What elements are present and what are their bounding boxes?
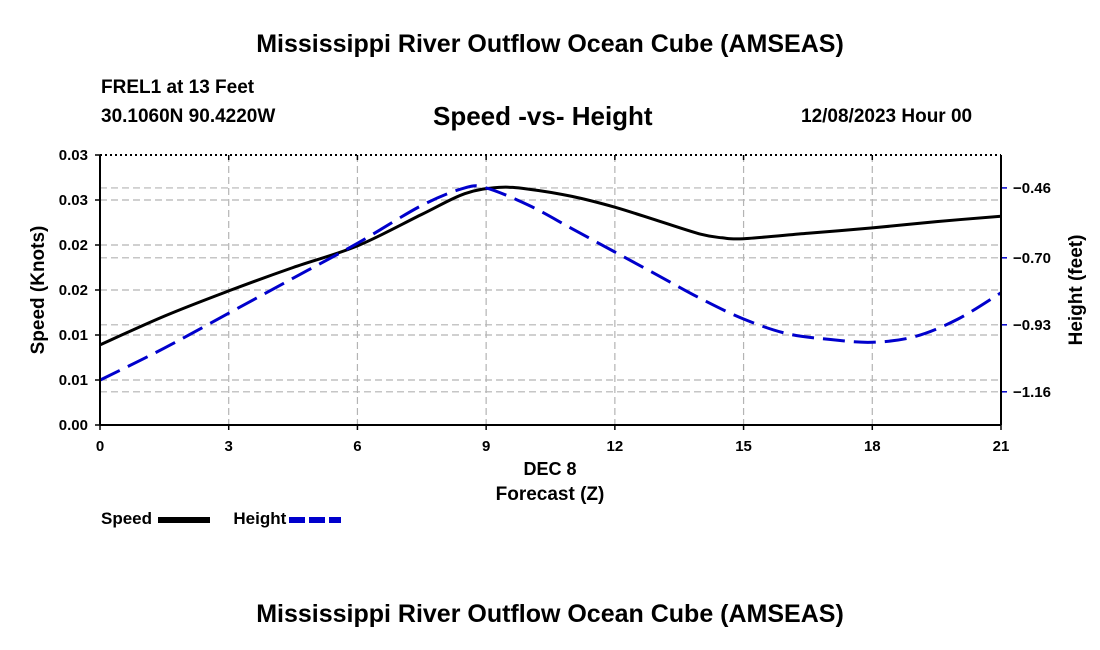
grid	[100, 155, 1001, 425]
series-line-height	[99, 184, 1002, 382]
x-tick-label: 6	[353, 438, 361, 455]
footer-title: Mississippi River Outflow Ocean Cube (AM…	[256, 600, 844, 628]
y2-tick-label: −0.46	[1013, 180, 1051, 197]
x-axis-date-label: DEC 8	[523, 459, 576, 479]
legend: Speed Height	[101, 509, 343, 529]
speed-height-chart: 0 3 6 9 12 15 18 21 0.00 0.01 0.01 0.02 0.02 0.03 0.03…	[28, 147, 1087, 505]
y2-tick-label: −0.70	[1013, 250, 1051, 267]
legend-speed-swatch	[158, 516, 211, 523]
station-coordinates: 30.1060N 90.4220W	[101, 106, 276, 127]
y-tick-label: 0.01	[59, 327, 88, 344]
y-tick-label: 0.03	[59, 147, 88, 164]
axes: 0 3 6 9 12 15 18 21 0.00 0.01 0.01 0.02 0.02 0.03 0.03…	[59, 147, 1051, 455]
y-axis-title: Speed (Knots)	[28, 226, 49, 355]
chart-title: Speed -vs- Height	[433, 101, 653, 131]
y-tick-label: 0.03	[59, 192, 88, 209]
x-tick-label: 0	[96, 438, 104, 455]
legend-height-label: Height	[233, 509, 287, 528]
x-tick-label: 18	[864, 438, 881, 455]
y2-tick-label: −1.16	[1013, 384, 1051, 401]
page-title: Mississippi River Outflow Ocean Cube (AM…	[256, 30, 844, 58]
y-tick-label: 0.02	[59, 282, 88, 299]
x-tick-label: 15	[735, 438, 752, 455]
station-label: FREL1 at 13 Feet	[101, 77, 255, 98]
x-tick-label: 9	[482, 438, 490, 455]
y-tick-label: 0.02	[59, 237, 88, 254]
y-tick-label: 0.01	[59, 372, 88, 389]
y2-tick-label: −0.93	[1013, 317, 1051, 334]
legend-speed-label: Speed	[101, 509, 153, 528]
legend-height-swatch	[288, 516, 341, 523]
x-tick-label: 21	[993, 438, 1010, 455]
y-tick-label: 0.00	[59, 417, 88, 434]
x-tick-label: 3	[225, 438, 233, 455]
y2-axis-title: Height (feet)	[1066, 235, 1087, 346]
series-lines	[99, 184, 1002, 382]
x-axis-title: Forecast (Z)	[496, 484, 605, 505]
series-line-speed	[99, 185, 1002, 347]
x-tick-label: 12	[607, 438, 624, 455]
forecast-date: 12/08/2023 Hour 00	[801, 106, 973, 127]
